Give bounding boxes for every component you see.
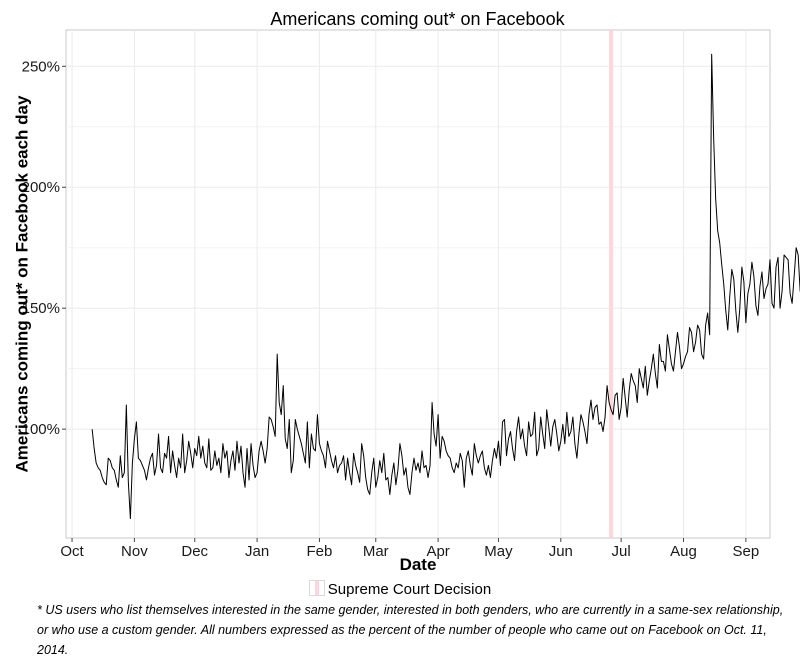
y-tick-label: 100% [22, 421, 60, 438]
highlight-band [609, 30, 614, 538]
y-tick-label: 200% [22, 179, 60, 196]
y-tick-label: 150% [22, 300, 60, 317]
legend-label: Supreme Court Decision [327, 581, 492, 598]
footnote-line-2: or who use a custom gender. All numbers … [37, 623, 767, 657]
footnote: * US users who list themselves intereste… [37, 600, 797, 660]
x-tick-label: Apr [426, 543, 449, 560]
x-tick-label: Jan [245, 543, 269, 560]
gridlines [66, 30, 770, 538]
chart-title: Americans coming out* on Facebook [270, 9, 565, 29]
legend: Supreme Court Decision [0, 580, 800, 598]
x-tick-label: Jun [549, 543, 573, 560]
x-tick-label: Oct [60, 543, 84, 560]
y-axis-title: Americans coming out* on Facebook each d… [13, 95, 32, 472]
x-tick-label: Jul [612, 543, 631, 560]
y-tick-label: 250% [22, 58, 60, 75]
footnote-line-1: * US users who list themselves intereste… [37, 603, 784, 617]
x-axis-ticks: Oct Nov Dec Jan Feb Mar Apr May Jun Jul Aug Sep [60, 538, 759, 560]
x-tick-label: May [484, 543, 513, 560]
x-tick-label: Dec [181, 543, 208, 560]
x-tick-label: Nov [121, 543, 148, 560]
series-line-group [91, 53, 800, 520]
y-axis-ticks: 100% 150% 200% 250% [22, 58, 66, 438]
x-tick-label: Mar [363, 543, 389, 560]
supreme-court-decision-band [609, 30, 614, 538]
x-axis-title: Date [400, 555, 437, 574]
legend-key-swatch [308, 580, 325, 596]
chart-plot: 100% 150% 200% 250% Oct Nov Dec Jan Feb Mar Apr Ma… [13, 29, 800, 574]
series-line [91, 53, 800, 520]
x-tick-label: Feb [307, 543, 333, 560]
x-tick-label: Aug [670, 543, 697, 560]
x-tick-label: Sep [733, 543, 760, 560]
